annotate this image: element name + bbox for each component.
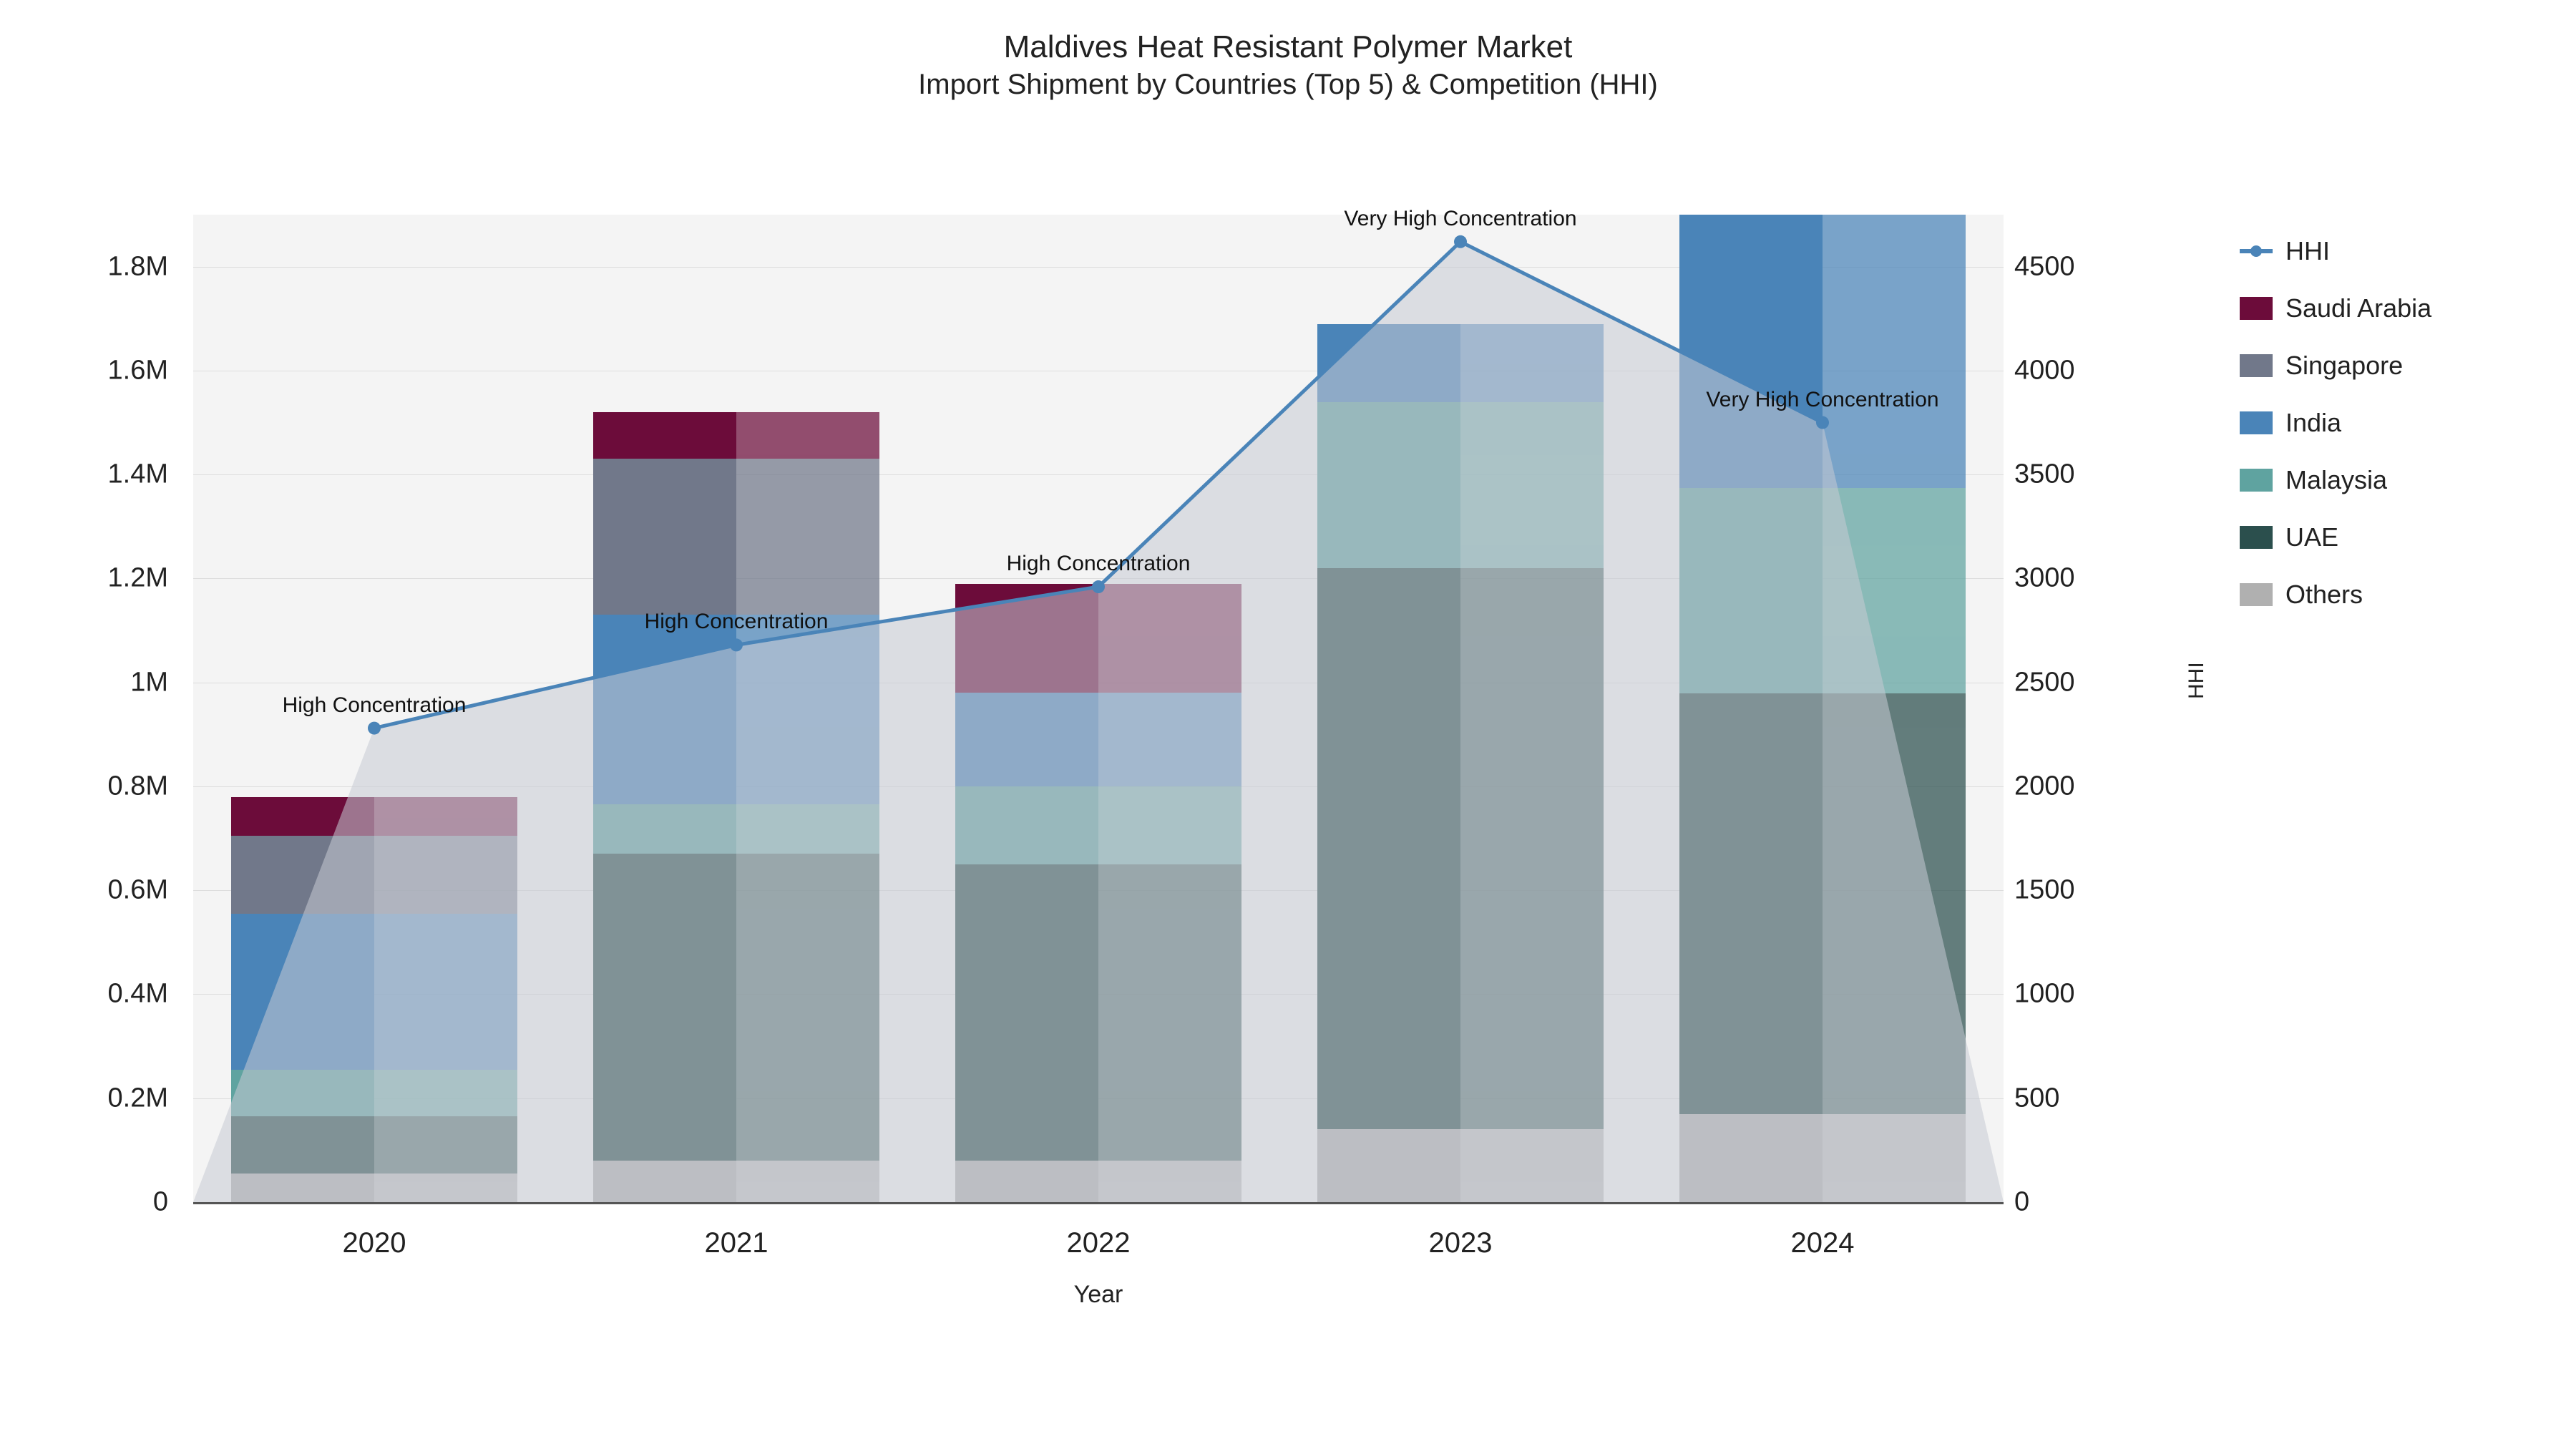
y-axis-right-tick-4: 2000 — [2014, 771, 2075, 801]
chart-sub-title: Import Shipment by Countries (Top 5) & C… — [0, 67, 2576, 102]
hhi-data-point-2021[interactable] — [730, 638, 743, 651]
hhi-data-point-2024[interactable] — [1816, 416, 1829, 429]
y-axis-left-tick-9: 1.8M — [108, 251, 168, 282]
legend-swatch-india — [2240, 411, 2273, 434]
y-axis-right: 0 500 1000 1500 2000 2500 3000 3500 4000 4500 — [2004, 215, 2168, 1202]
y-axis-left-tick-0: 0 — [153, 1187, 168, 1218]
legend-label-india: India — [2285, 408, 2341, 438]
hhi-area-fill — [193, 242, 2004, 1202]
y-axis-left-tick-6: 1.2M — [108, 563, 168, 594]
legend-swatch-malaysia — [2240, 469, 2273, 492]
legend-label-malaysia: Malaysia — [2285, 465, 2387, 495]
y-axis-right-title: HHI — [2185, 662, 2209, 699]
x-axis-tick-2021: 2021 — [705, 1227, 769, 1259]
legend-swatch-others — [2240, 583, 2273, 606]
x-axis-tick-2022: 2022 — [1067, 1227, 1131, 1259]
legend-swatch-uae — [2240, 526, 2273, 549]
x-axis-title: Year — [193, 1281, 2004, 1309]
y-axis-left-tick-1: 0.2M — [108, 1083, 168, 1113]
y-axis-right-tick-9: 4500 — [2014, 251, 2075, 282]
y-axis-left-tick-2: 0.4M — [108, 979, 168, 1010]
y-axis-left-tick-8: 1.6M — [108, 355, 168, 386]
y-axis-right-tick-5: 2500 — [2014, 667, 2075, 698]
y-axis-right-tick-6: 3000 — [2014, 563, 2075, 594]
x-axis-tick-2024: 2024 — [1791, 1227, 1855, 1259]
legend-item-malaysia[interactable]: Malaysia — [2240, 465, 2562, 495]
hhi-annotation-2024: Very High Concentration — [1706, 388, 1938, 412]
y-axis-left-tick-3: 0.6M — [108, 875, 168, 906]
chart-root: Maldives Heat Resistant Polymer Market I… — [0, 0, 2576, 1449]
plot-area: 2020 2021 2022 2023 2024 High Concentration H… — [193, 215, 2004, 1202]
hhi-annotation-2023: Very High Concentration — [1344, 207, 1576, 231]
legend-label-hhi: HHI — [2285, 236, 2330, 266]
hhi-data-point-2020[interactable] — [368, 722, 381, 735]
chart-titles: Maldives Heat Resistant Polymer Market I… — [0, 0, 2576, 102]
x-axis-tick-2023: 2023 — [1429, 1227, 1493, 1259]
hhi-data-point-2023[interactable] — [1454, 235, 1467, 248]
legend-label-others: Others — [2285, 580, 2363, 610]
y-axis-right-tick-8: 4000 — [2014, 355, 2075, 386]
y-axis-right-tick-2: 1000 — [2014, 979, 2075, 1010]
legend-label-uae: UAE — [2285, 522, 2338, 552]
legend-item-others[interactable]: Others — [2240, 580, 2562, 610]
legend-swatch-hhi — [2240, 249, 2273, 253]
y-axis-left-tick-4: 0.8M — [108, 771, 168, 801]
y-axis-right-tick-3: 1500 — [2014, 875, 2075, 906]
legend-item-uae[interactable]: UAE — [2240, 522, 2562, 552]
y-axis-right-tick-0: 0 — [2014, 1187, 2029, 1218]
y-axis-left-tick-7: 1.4M — [108, 459, 168, 490]
legend: HHI Saudi Arabia Singapore India Malaysia UAE… — [2240, 236, 2562, 637]
hhi-annotation-2022: High Concentration — [1007, 552, 1191, 576]
x-axis-line — [193, 1202, 2004, 1204]
legend-swatch-saudi-arabia — [2240, 297, 2273, 320]
y-axis-right-tick-7: 3500 — [2014, 459, 2075, 490]
legend-item-singapore[interactable]: Singapore — [2240, 351, 2562, 381]
y-axis-right-tick-1: 500 — [2014, 1083, 2059, 1113]
legend-swatch-singapore — [2240, 354, 2273, 377]
hhi-annotation-2020: High Concentration — [283, 693, 467, 718]
legend-item-india[interactable]: India — [2240, 408, 2562, 438]
legend-item-hhi[interactable]: HHI — [2240, 236, 2562, 266]
hhi-annotation-2021: High Concentration — [645, 610, 829, 634]
legend-label-singapore: Singapore — [2285, 351, 2403, 381]
y-axis-left: 0 0.2M 0.4M 0.6M 0.8M 1M 1.2M 1.4M 1.6M 1.8M — [14, 215, 179, 1202]
legend-label-saudi-arabia: Saudi Arabia — [2285, 293, 2431, 323]
chart-main-title: Maldives Heat Resistant Polymer Market — [0, 27, 2576, 67]
x-axis-tick-2020: 2020 — [343, 1227, 406, 1259]
y-axis-left-tick-5: 1M — [130, 667, 168, 698]
hhi-data-point-2022[interactable] — [1092, 580, 1105, 593]
legend-item-saudi-arabia[interactable]: Saudi Arabia — [2240, 293, 2562, 323]
